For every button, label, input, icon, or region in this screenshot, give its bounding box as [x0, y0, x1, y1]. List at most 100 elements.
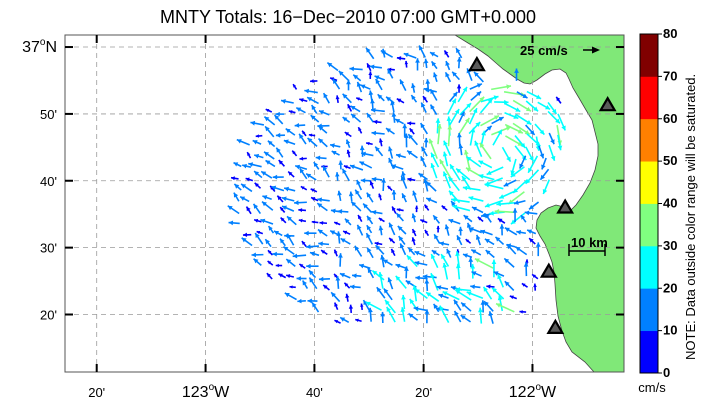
current-vector-head	[366, 47, 371, 53]
current-vector-head	[254, 153, 260, 159]
current-vector-head	[527, 229, 533, 234]
current-vector-head	[481, 130, 486, 136]
colorbar-swatch	[640, 330, 658, 374]
current-vector-head	[499, 224, 505, 229]
current-vector-head	[336, 231, 342, 236]
current-vector-head	[294, 200, 299, 206]
current-vector-head	[272, 251, 277, 257]
current-vector-head	[256, 230, 261, 235]
colorbar-tick-label: 30	[663, 238, 677, 253]
longitude-label: 123oW	[182, 382, 230, 401]
current-vector-head	[445, 61, 450, 66]
current-vector-head	[497, 218, 503, 223]
current-vector-head	[282, 205, 287, 211]
current-vector-head	[334, 320, 339, 324]
current-vector-head	[280, 238, 285, 244]
current-vector-head	[327, 62, 333, 68]
current-vector-head	[275, 263, 279, 268]
current-vector-head	[366, 225, 372, 231]
current-vector-head	[555, 118, 560, 124]
current-vector-head	[411, 237, 416, 242]
current-vector-head	[308, 270, 314, 276]
current-vector-head	[392, 206, 396, 211]
current-vector-head	[439, 305, 444, 311]
current-vector-head	[346, 149, 351, 154]
current-vector-head	[272, 174, 278, 180]
scale-arrow-label: 25 cm/s	[520, 43, 568, 58]
colorbar-tick-label: 20	[663, 280, 677, 295]
current-vector-head	[430, 163, 436, 169]
current-vector-head	[497, 295, 503, 301]
radar-station-icon	[467, 55, 486, 72]
current-vector-head	[359, 161, 365, 166]
current-vector-head	[242, 232, 248, 238]
current-vector-head	[356, 81, 362, 87]
current-vector-head	[295, 164, 301, 170]
current-vector-head	[449, 190, 454, 196]
current-vector-head	[504, 258, 510, 264]
current-vector-head	[437, 124, 442, 129]
current-vector-head	[445, 72, 450, 78]
current-vector-head	[261, 201, 267, 207]
current-vector-head	[353, 74, 359, 80]
current-vector-head	[297, 298, 302, 304]
current-vector-head	[499, 194, 505, 199]
current-vector-head	[455, 263, 461, 269]
current-vector-head	[368, 71, 373, 76]
current-vector-head	[289, 285, 293, 289]
current-vector-head	[339, 273, 345, 278]
current-vector-head	[274, 115, 280, 120]
radar-station-icon	[598, 96, 617, 112]
current-vector-head	[402, 123, 408, 129]
current-vector-head	[475, 234, 481, 240]
current-vector-head	[310, 188, 315, 192]
current-vector-head	[358, 127, 362, 131]
current-vector-head	[340, 317, 346, 322]
current-vector-head	[463, 149, 469, 155]
current-vector-head	[247, 152, 251, 156]
current-vector-head	[506, 244, 512, 250]
current-vector-head	[431, 61, 437, 67]
current-vector-head	[265, 108, 270, 113]
radar-stations	[467, 55, 617, 334]
current-vector-head	[391, 248, 395, 254]
current-vector-head	[264, 151, 270, 157]
current-vector-head	[401, 171, 406, 177]
current-vector-head	[455, 289, 461, 295]
current-vector-head	[265, 160, 271, 165]
current-vector-head	[400, 175, 406, 181]
current-vector-head	[447, 125, 453, 130]
current-vector-head	[409, 298, 415, 304]
current-vector-head	[318, 125, 324, 131]
current-vector-head	[415, 289, 420, 294]
current-vector-head	[515, 246, 521, 252]
current-vector-head	[496, 303, 502, 308]
current-vector-head	[465, 167, 471, 173]
current-vector-head	[318, 241, 323, 247]
current-vector-head	[391, 164, 397, 169]
current-vector-head	[529, 238, 534, 243]
current-vector-head	[368, 90, 374, 96]
current-vector-head	[246, 206, 251, 212]
current-vector-head	[354, 245, 360, 251]
current-vector-head	[470, 284, 475, 290]
current-vector-head	[387, 68, 392, 74]
current-vector-head	[346, 79, 351, 85]
current-vector-head	[252, 140, 258, 145]
current-vectors	[227, 45, 566, 324]
current-vector-head	[375, 79, 381, 85]
current-vector-head	[265, 239, 270, 245]
current-vector-head	[317, 229, 323, 235]
current-vector-head	[274, 230, 280, 236]
current-vector-head	[484, 182, 490, 188]
current-vector-head	[283, 139, 289, 145]
current-vector-head	[444, 224, 450, 230]
current-vector-head	[512, 208, 518, 213]
current-vector-head	[242, 163, 247, 169]
current-vector-head	[442, 262, 448, 268]
current-vector-head	[360, 84, 366, 89]
current-vector-head	[293, 84, 297, 88]
current-vector-head	[439, 241, 445, 247]
current-vector-head	[334, 221, 338, 225]
current-vector-head	[300, 186, 305, 190]
